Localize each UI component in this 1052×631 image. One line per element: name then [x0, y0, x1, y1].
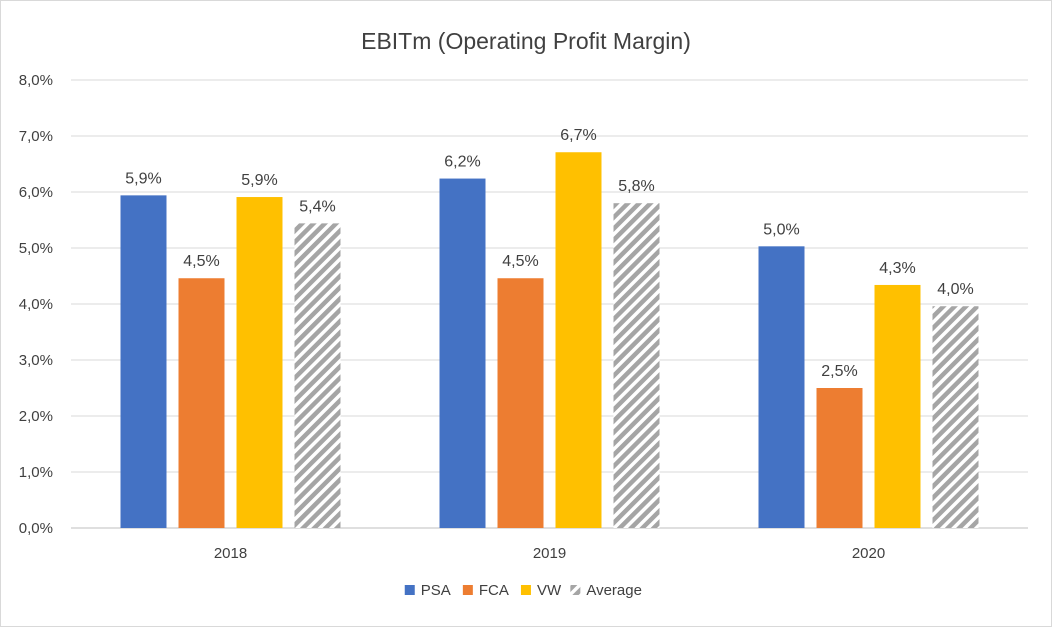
data-label: 4,5%	[183, 253, 219, 270]
bar-average-2018	[295, 223, 341, 528]
legend-label-average: Average	[586, 582, 642, 599]
data-label: 4,3%	[879, 260, 915, 277]
data-label: 5,4%	[299, 198, 335, 215]
bars: 5,9% 4,5% 5,9% 5,4% 6,2% 4,5% 6,7% 5,8% 5,0% 2,5%…	[121, 127, 979, 528]
bar-vw-2018	[237, 197, 283, 528]
x-tick-label: 2019	[533, 545, 566, 562]
y-tick-label: 1,0%	[19, 464, 53, 481]
legend-label-psa: PSA	[421, 582, 451, 599]
data-label: 5,0%	[763, 221, 799, 238]
y-tick-label: 7,0%	[19, 128, 53, 145]
y-tick-label: 2,0%	[19, 408, 53, 425]
bar-fca-2020	[817, 388, 863, 528]
y-tick-label: 6,0%	[19, 184, 53, 201]
y-axis: 0,0% 1,0% 2,0% 3,0% 4,0% 5,0% 6,0% 7,0% 8,0%	[19, 72, 53, 537]
bar-psa-2019	[440, 179, 486, 528]
data-label: 2,5%	[821, 363, 857, 380]
chart-title: EBITm (Operating Profit Margin)	[361, 28, 691, 54]
legend-label-fca: FCA	[479, 582, 509, 599]
legend-swatch-average	[570, 585, 580, 595]
bar-fca-2019	[498, 278, 544, 528]
bar-average-2019	[614, 203, 660, 528]
legend-swatch-vw	[521, 585, 531, 595]
legend-label-vw: VW	[537, 582, 562, 599]
legend-swatch-psa	[405, 585, 415, 595]
data-label: 5,8%	[618, 178, 654, 195]
bar-psa-2018	[121, 195, 167, 528]
x-tick-label: 2018	[214, 545, 247, 562]
bar-fca-2018	[179, 278, 225, 528]
legend: PSA FCA VW Average	[405, 582, 642, 599]
data-label: 6,7%	[560, 127, 596, 144]
y-tick-label: 3,0%	[19, 352, 53, 369]
bar-vw-2019	[556, 152, 602, 528]
x-axis: 2018 2019 2020	[214, 545, 885, 562]
data-label: 4,0%	[937, 281, 973, 298]
y-tick-label: 4,0%	[19, 296, 53, 313]
data-label: 5,9%	[241, 172, 277, 189]
data-label: 5,9%	[125, 170, 161, 187]
bar-average-2020	[933, 306, 979, 528]
x-tick-label: 2020	[852, 545, 885, 562]
y-tick-label: 5,0%	[19, 240, 53, 257]
y-tick-label: 8,0%	[19, 72, 53, 89]
data-label: 6,2%	[444, 154, 480, 171]
bar-vw-2020	[875, 285, 921, 528]
legend-swatch-fca	[463, 585, 473, 595]
bar-psa-2020	[759, 246, 805, 528]
y-tick-label: 0,0%	[19, 520, 53, 537]
data-label: 4,5%	[502, 253, 538, 270]
